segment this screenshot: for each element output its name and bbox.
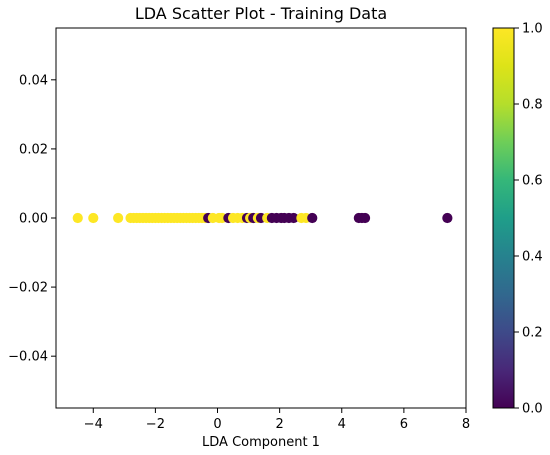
scatter-points [72, 212, 453, 224]
colorbar-tick-label: 0.0 [522, 402, 543, 417]
scatter-point [307, 212, 318, 224]
scatter-point [359, 212, 371, 224]
x-tick-label: 6 [400, 417, 408, 432]
x-tick-label: 2 [275, 417, 283, 432]
colorbar-tick-label: 0.6 [522, 174, 543, 189]
x-axis: −4 −2 0 2 4 6 8 [84, 408, 470, 432]
y-tick-label: 0.00 [19, 212, 48, 227]
colorbar-axis: 0.0 0.2 0.4 0.6 0.8 1.0 [514, 22, 543, 417]
x-tick-label: −2 [146, 417, 165, 432]
x-tick-label: −4 [84, 417, 103, 432]
y-tick-label: −0.04 [8, 350, 48, 365]
x-tick-label: 0 [213, 417, 221, 432]
scatter-point [88, 212, 99, 224]
x-axis-label: LDA Component 1 [202, 435, 320, 450]
colorbar-tick-label: 0.4 [522, 250, 543, 265]
y-axis: −0.04 −0.02 0.00 0.02 0.04 [8, 73, 56, 365]
scatter-point [442, 212, 453, 224]
colorbar-tick-label: 1.0 [522, 22, 543, 37]
chart-title: LDA Scatter Plot - Training Data [135, 4, 387, 23]
scatter-point [288, 212, 299, 224]
y-tick-label: 0.04 [19, 73, 48, 88]
y-tick-label: 0.02 [19, 142, 48, 157]
y-tick-label: −0.02 [8, 281, 48, 296]
scatter-point [72, 212, 83, 224]
colorbar [492, 27, 515, 409]
x-tick-label: 4 [338, 417, 346, 432]
colorbar-tick-label: 0.2 [522, 326, 543, 341]
scatter-point [113, 212, 124, 224]
colorbar-tick-label: 0.8 [522, 98, 543, 113]
x-tick-label: 8 [462, 417, 470, 432]
